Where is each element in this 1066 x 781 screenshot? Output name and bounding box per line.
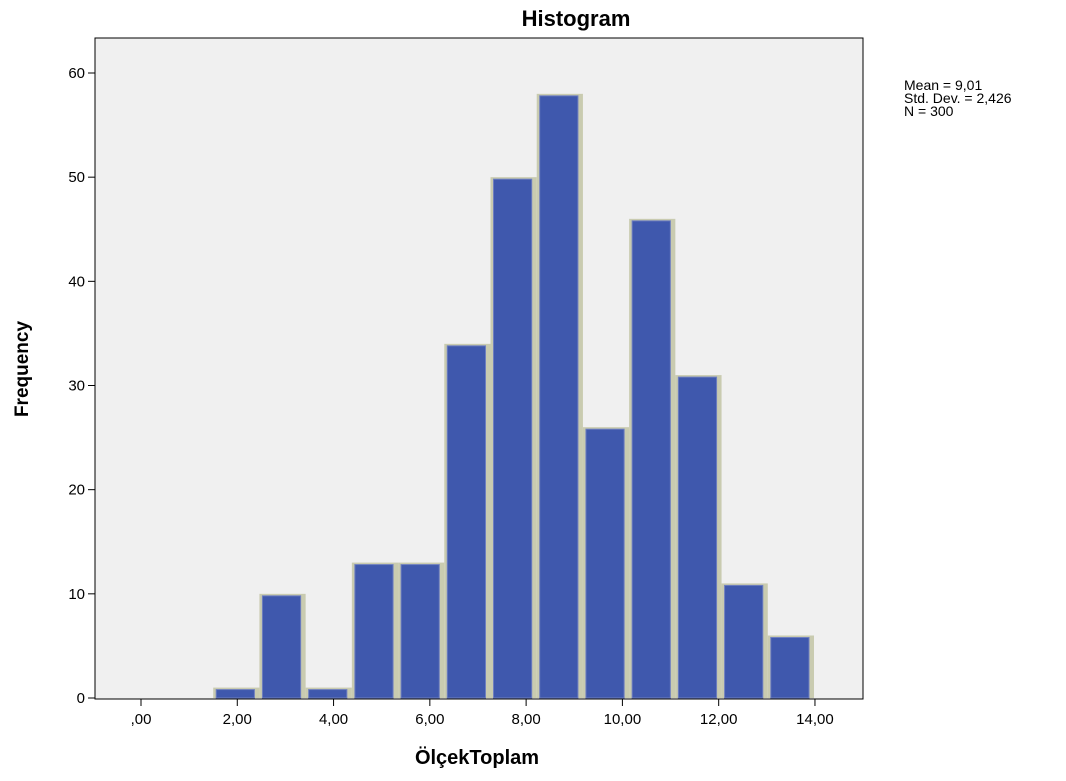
stat-std-dev: Std. Dev. = 2,426 xyxy=(904,90,1012,106)
y-tick-label: 30 xyxy=(68,378,85,395)
histogram-bar xyxy=(767,635,814,699)
histogram-bar xyxy=(213,687,260,699)
histogram-bar-fill xyxy=(770,637,810,699)
histogram-bar-fill xyxy=(631,220,671,699)
histogram-bar-fill xyxy=(215,689,255,699)
y-tick-label: 50 xyxy=(68,169,85,186)
x-tick-label: 6,00 xyxy=(415,711,444,728)
x-tick-label: 10,00 xyxy=(604,711,642,728)
histogram-bar-fill xyxy=(585,428,625,699)
y-tick-label: 60 xyxy=(68,65,85,82)
histogram-bar-fill xyxy=(354,564,394,699)
histogram-bar-fill xyxy=(261,595,302,699)
x-tick-label: 4,00 xyxy=(319,711,348,728)
x-tick-label: 2,00 xyxy=(223,711,252,728)
x-axis-label: ÖlçekToplam xyxy=(415,746,539,769)
histogram-bar xyxy=(351,562,399,699)
histogram-bar xyxy=(259,593,306,699)
stat-n: N = 300 xyxy=(904,103,954,119)
x-axis: ,00 2,00 4,00 6,00 8,00 10,00 12,00 14,00 xyxy=(131,699,834,728)
histogram-bar-fill xyxy=(446,345,486,699)
histogram-bar xyxy=(490,177,537,699)
y-tick-label: 10 xyxy=(68,586,85,603)
chart-title: Histogram xyxy=(522,6,631,31)
x-tick-label: 12,00 xyxy=(700,711,738,728)
y-tick-label: 40 xyxy=(68,273,85,290)
histogram-bar-fill xyxy=(677,376,718,699)
histogram-bar xyxy=(721,583,768,699)
x-tick-label: 14,00 xyxy=(796,711,834,728)
histogram-bar-fill xyxy=(308,689,348,699)
bars-layer xyxy=(213,93,814,699)
histogram-bar-fill xyxy=(724,584,764,699)
y-axis-label: Frequency xyxy=(12,321,33,418)
y-tick-label: 0 xyxy=(77,690,85,707)
histogram-bar xyxy=(305,687,352,699)
y-axis: 0 10 20 30 40 50 60 xyxy=(68,65,95,707)
x-tick-label: 8,00 xyxy=(512,711,541,728)
histogram-bar-fill xyxy=(492,178,533,699)
histogram-bar-fill xyxy=(400,564,440,699)
x-tick-label: ,00 xyxy=(131,711,152,728)
histogram-bar xyxy=(582,427,630,699)
y-tick-label: 20 xyxy=(68,482,85,499)
histogram-bar-fill xyxy=(539,95,579,699)
stat-mean: Mean = 9,01 xyxy=(904,77,983,93)
histogram-bar xyxy=(675,375,722,699)
histogram-bar xyxy=(398,562,445,699)
histogram-bar xyxy=(444,343,491,699)
histogram-bar xyxy=(629,218,676,699)
histogram-bar xyxy=(536,93,583,699)
